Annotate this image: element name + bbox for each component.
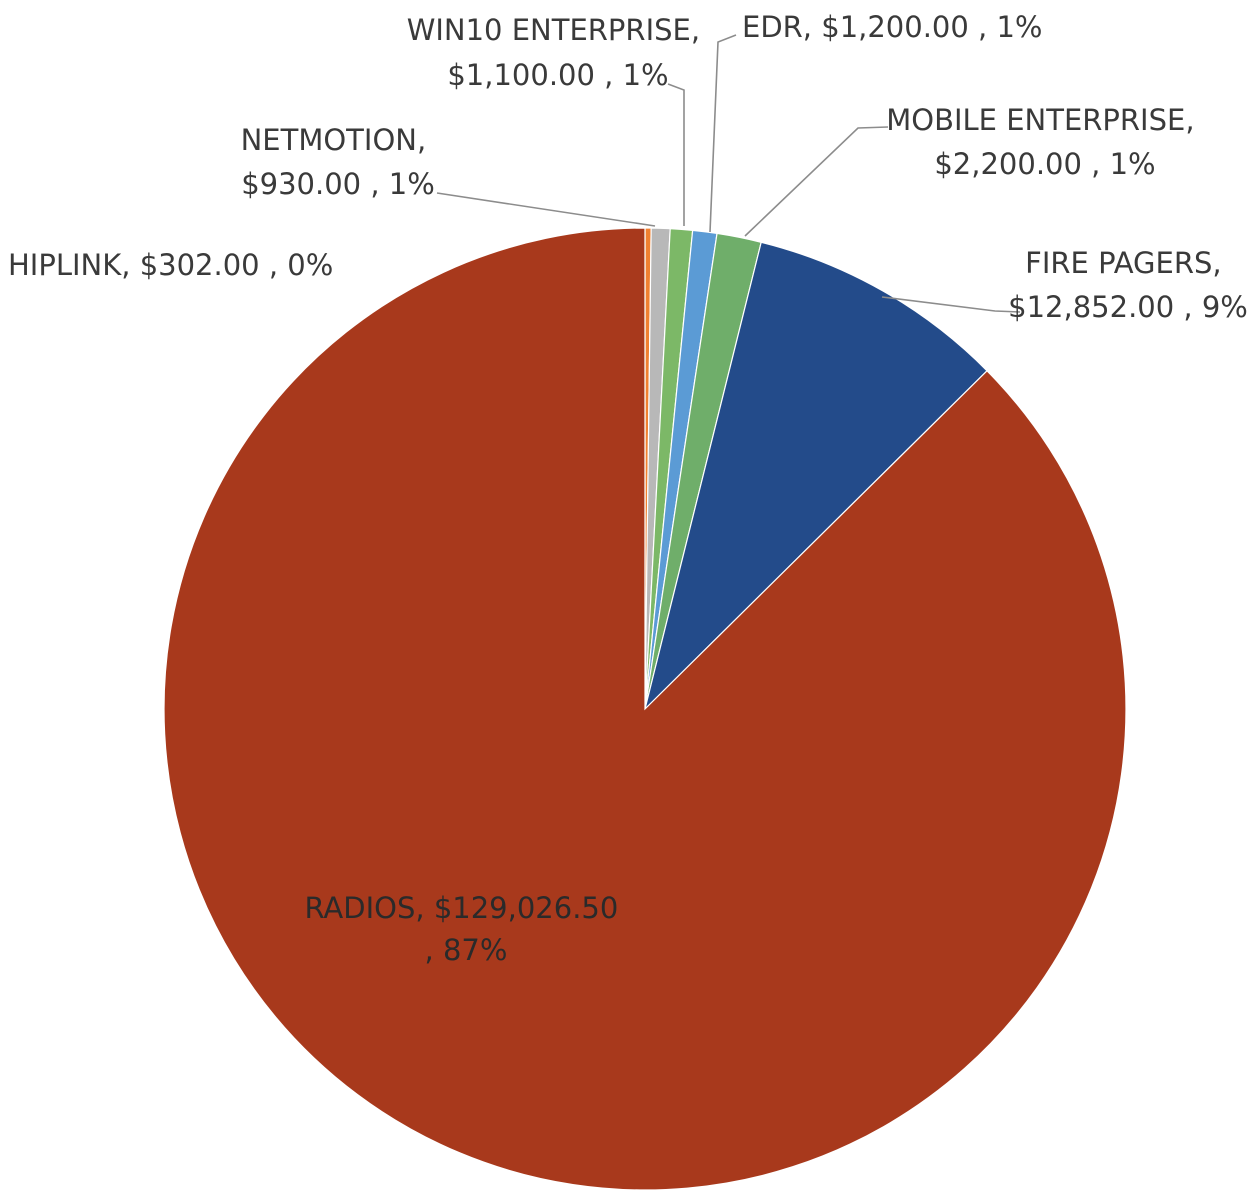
data-label-mobile-enterprise-line1: MOBILE ENTERPRISE, [886,103,1194,137]
data-label-hiplink: HIPLINK, $302.00 , 0% [8,248,333,282]
leader-line-edr [709,34,737,233]
pie-slices [163,227,1127,1191]
leader-line-mobile-enterprise [744,126,889,237]
pie-slice-fire-pagers [643,241,988,711]
data-label-edr-line1: EDR, $1,200.00 , 1% [742,10,1043,44]
data-label-mobile-enterprise: MOBILE ENTERPRISE, $2,200.00 , 1% [886,103,1204,181]
pie-slice-radios [163,227,1127,1191]
data-label-radios-line2: , 87% [425,933,508,967]
data-label-netmotion-line1: NETMOTION, [241,123,427,157]
data-label-netmotion-line2: $930.00 , 1% [241,167,435,201]
leader-line-netmotion [436,192,656,227]
data-label-fire-pagers-line1: FIRE PAGERS, [1025,246,1221,280]
data-label-netmotion: NETMOTION, $930.00 , 1% [241,123,436,201]
data-label-fire-pagers-line2: $12,852.00 , 9% [1008,290,1248,324]
leader-line-fire-pagers [881,296,1021,313]
data-label-win10-enterprise: WIN10 ENTERPRISE, $1,100.00 , 1% [407,13,710,92]
data-labels: HIPLINK, $302.00 , 0% NETMOTION, $930.00… [8,10,1248,967]
data-label-win10-enterprise-line2: $1,100.00 , 1% [447,58,668,92]
data-label-fire-pagers: FIRE PAGERS, $12,852.00 , 9% [1008,246,1248,324]
data-label-radios: RADIOS, $129,026.50 , 87% [304,891,627,967]
data-label-radios-line1: RADIOS, $129,026.50 [304,891,618,925]
data-label-edr: EDR, $1,200.00 , 1% [742,10,1043,44]
leader-line-win10-enterprise [667,83,685,226]
data-label-mobile-enterprise-line2: $2,200.00 , 1% [934,147,1155,181]
data-label-win10-enterprise-line1: WIN10 ENTERPRISE, [407,13,700,47]
data-label-hiplink-line1: HIPLINK, $302.00 , 0% [8,248,333,282]
leader-lines [436,34,1021,313]
